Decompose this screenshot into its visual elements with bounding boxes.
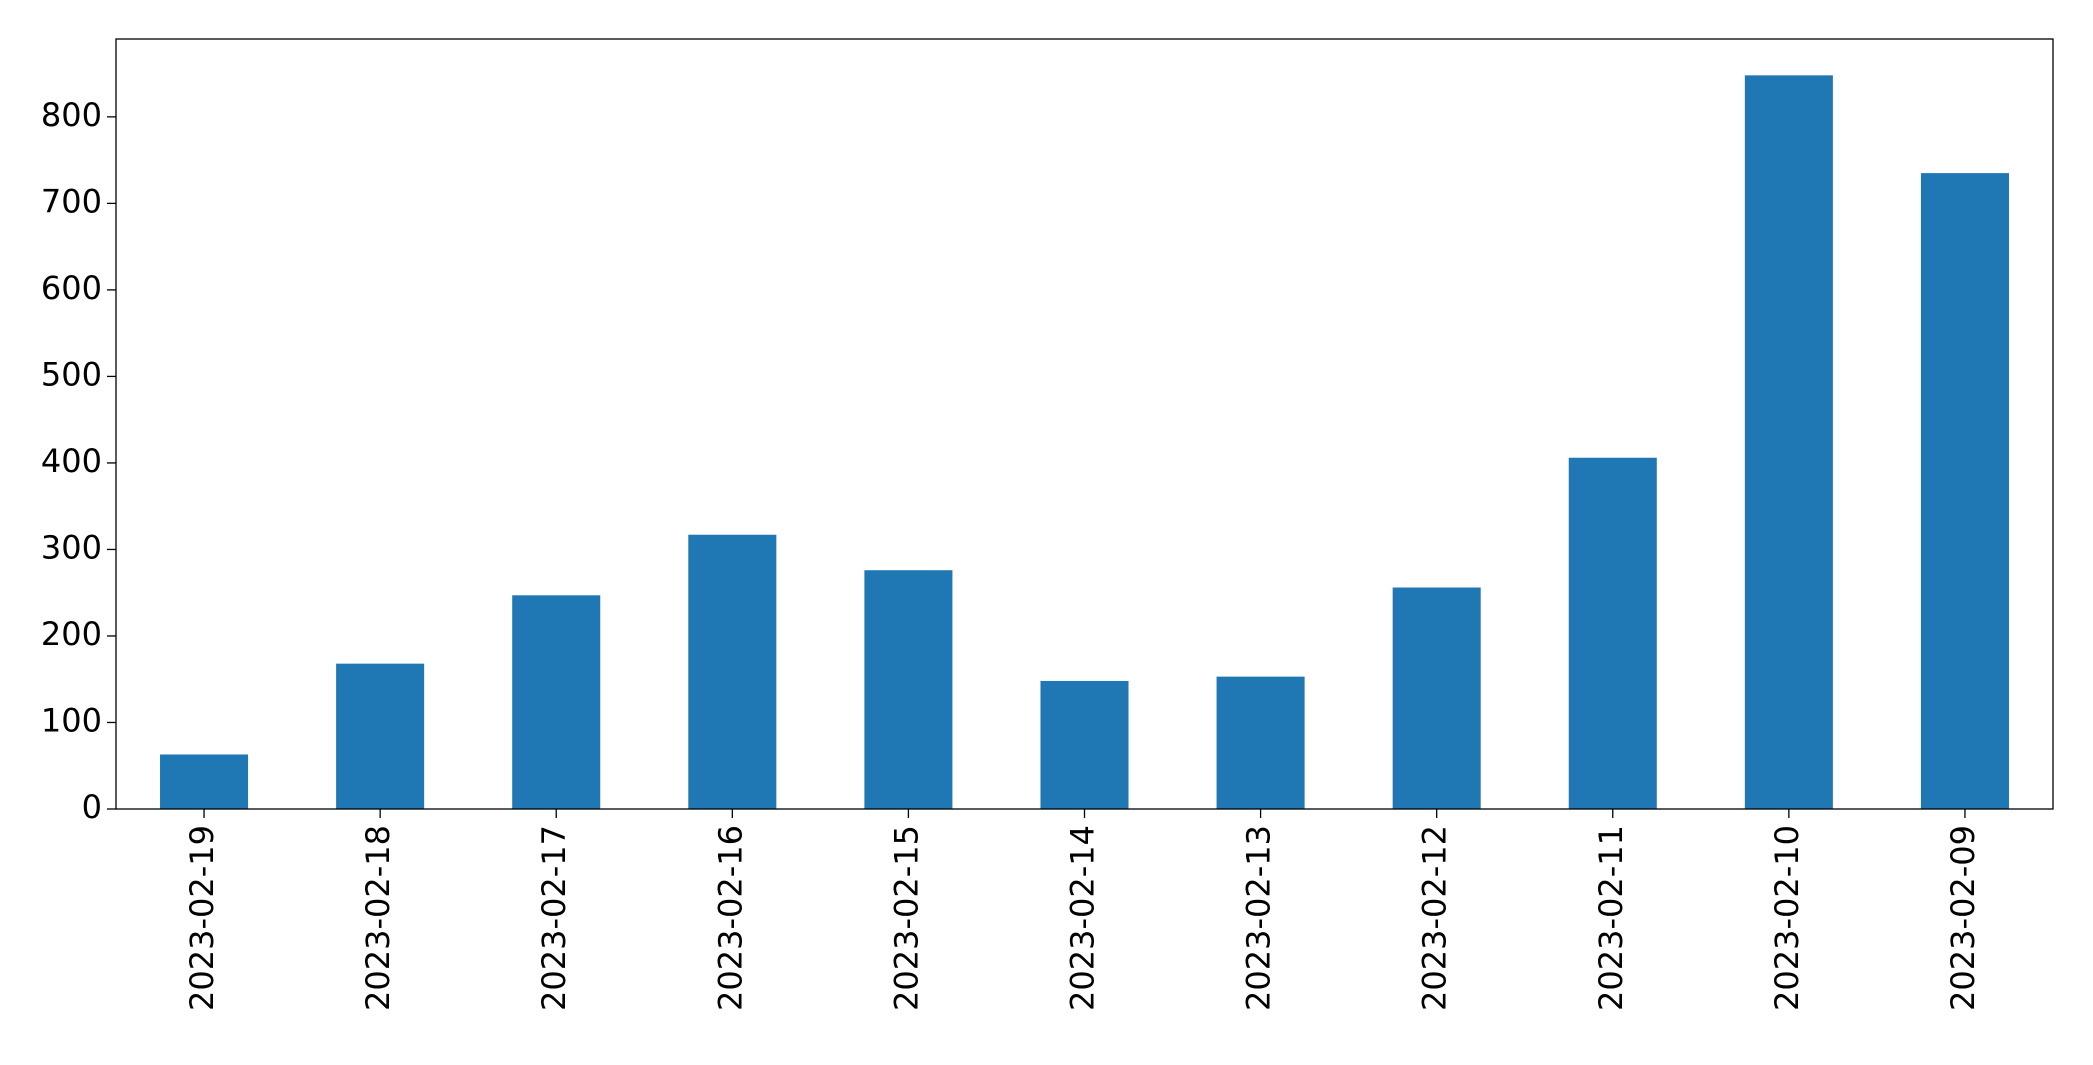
bar [160,754,249,809]
bar [1568,457,1657,809]
y-tick-label: 500 [41,355,102,393]
plot-frame [115,38,2054,810]
x-tick-label: 2023-02-11 [1592,825,1630,1011]
bar [1744,75,1833,809]
bar [336,663,425,809]
x-tick-label: 2023-02-09 [1944,825,1982,1011]
x-tick-label: 2023-02-16 [711,825,749,1011]
x-tick-label: 2023-02-15 [887,825,925,1011]
bar [1392,587,1481,809]
x-tick-label: 2023-02-10 [1768,825,1806,1011]
bar [864,570,953,809]
bar [1216,676,1305,809]
x-tick-label: 2023-02-17 [535,825,573,1011]
y-tick-label: 800 [41,96,102,134]
y-tick-label: 400 [41,442,102,480]
y-tick-label: 300 [41,528,102,566]
x-tick-label: 2023-02-19 [183,825,221,1011]
y-tick-label: 600 [41,269,102,307]
x-tick-label: 2023-02-14 [1064,825,1102,1011]
x-tick-label: 2023-02-13 [1240,825,1278,1011]
x-tick-label: 2023-02-12 [1416,825,1454,1011]
y-tick-label: 700 [41,182,102,220]
y-tick-label: 200 [41,615,102,653]
y-tick-label: 0 [82,788,102,826]
x-tick-label: 2023-02-18 [359,825,397,1011]
bar [688,534,777,809]
bar [1040,680,1129,809]
bar [1920,173,2009,809]
y-tick-label: 100 [41,701,102,739]
bar [512,595,601,809]
